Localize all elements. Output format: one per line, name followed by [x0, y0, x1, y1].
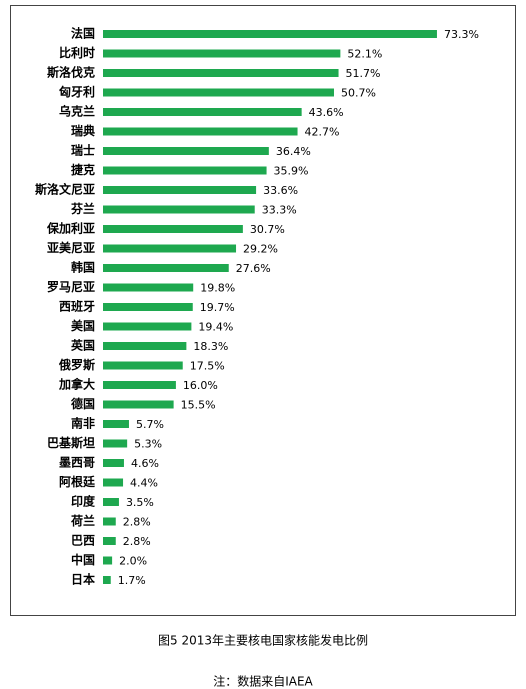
chart-frame — [10, 5, 516, 616]
value-label: 19.7% — [200, 301, 235, 314]
bar — [103, 147, 269, 155]
bar — [103, 459, 124, 467]
value-label: 4.4% — [130, 477, 158, 490]
value-label: 36.4% — [276, 145, 311, 158]
category-label: 俄罗斯 — [58, 357, 95, 372]
category-label: 亚美尼亚 — [47, 240, 95, 255]
category-label: 保加利亚 — [46, 221, 95, 236]
category-label: 巴基斯坦 — [47, 435, 95, 450]
bar — [103, 322, 192, 331]
caption: 图5 2013年主要核电国家核能发电比例 — [158, 633, 368, 648]
category-label: 英国 — [71, 338, 95, 353]
value-label: 16.0% — [183, 379, 218, 392]
category-label: 加拿大 — [58, 377, 95, 392]
value-label: 5.7% — [136, 418, 164, 431]
category-label: 比利时 — [59, 45, 95, 60]
bar — [103, 69, 339, 77]
bar — [103, 186, 257, 194]
bar — [103, 537, 116, 545]
value-label: 19.4% — [198, 321, 233, 334]
bar — [103, 439, 128, 448]
category-label: 匈牙利 — [58, 84, 95, 99]
category-label: 中国 — [71, 552, 95, 567]
value-label: 30.7% — [250, 223, 285, 236]
category-label: 斯洛伐克 — [47, 65, 95, 80]
category-label: 法国 — [71, 26, 95, 41]
category-label: 乌克兰 — [59, 104, 95, 119]
value-label: 51.7% — [346, 67, 381, 80]
category-label: 韩国 — [71, 260, 95, 275]
category-label: 墨西哥 — [59, 456, 95, 470]
value-label: 17.5% — [190, 360, 225, 373]
category-label: 阿根廷 — [59, 474, 96, 489]
bar — [103, 244, 237, 253]
value-label: 43.6% — [309, 106, 344, 119]
value-label: 15.5% — [181, 399, 216, 412]
category-label: 荷兰 — [70, 513, 95, 528]
value-label: 1.7% — [118, 574, 146, 587]
value-label: 29.2% — [243, 243, 278, 256]
bar — [103, 361, 183, 370]
category-label: 瑞士 — [71, 143, 95, 158]
value-label: 4.6% — [131, 457, 159, 470]
value-label: 35.9% — [274, 165, 309, 178]
category-label: 日本 — [71, 572, 95, 587]
bar — [103, 556, 113, 565]
value-label: 18.3% — [193, 340, 228, 353]
bar — [103, 108, 302, 116]
category-label: 南非 — [71, 416, 95, 431]
bar — [103, 49, 341, 58]
value-label: 2.0% — [119, 555, 147, 568]
value-label: 2.8% — [123, 516, 151, 529]
note: 注：数据来自IAEA — [213, 674, 313, 689]
bar — [103, 264, 229, 272]
category-label: 美国 — [71, 318, 95, 333]
value-label: 5.3% — [134, 438, 162, 451]
value-label: 42.7% — [305, 126, 340, 139]
category-label: 德国 — [71, 396, 95, 411]
bar — [103, 498, 119, 506]
category-label: 斯洛文尼亚 — [35, 182, 95, 197]
bar — [103, 166, 267, 175]
category-label: 印度 — [71, 494, 96, 509]
bar — [103, 342, 187, 350]
value-label: 50.7% — [341, 87, 376, 100]
bar — [103, 303, 193, 311]
category-label: 巴西 — [71, 534, 95, 548]
value-label: 19.8% — [200, 282, 235, 295]
bar — [103, 478, 124, 487]
category-label: 罗马尼亚 — [47, 279, 95, 294]
value-label: 52.1% — [347, 48, 382, 61]
value-label: 33.6% — [263, 184, 298, 197]
bar — [103, 225, 243, 233]
value-label: 2.8% — [123, 535, 151, 548]
bar — [103, 283, 194, 292]
bar — [103, 30, 437, 38]
bar — [103, 381, 176, 389]
category-label: 瑞典 — [71, 123, 95, 138]
bar — [103, 576, 111, 584]
bar — [103, 517, 116, 526]
bar — [103, 400, 174, 409]
value-label: 27.6% — [236, 262, 271, 275]
value-label: 73.3% — [444, 28, 479, 41]
value-label: 3.5% — [126, 496, 154, 509]
category-label: 捷克 — [71, 162, 95, 177]
value-label: 33.3% — [262, 204, 297, 217]
category-label: 西班牙 — [59, 299, 95, 314]
category-label: 芬兰 — [70, 201, 95, 216]
bar — [103, 127, 298, 136]
bar — [103, 88, 334, 97]
bar — [103, 205, 255, 214]
bar — [103, 420, 129, 428]
